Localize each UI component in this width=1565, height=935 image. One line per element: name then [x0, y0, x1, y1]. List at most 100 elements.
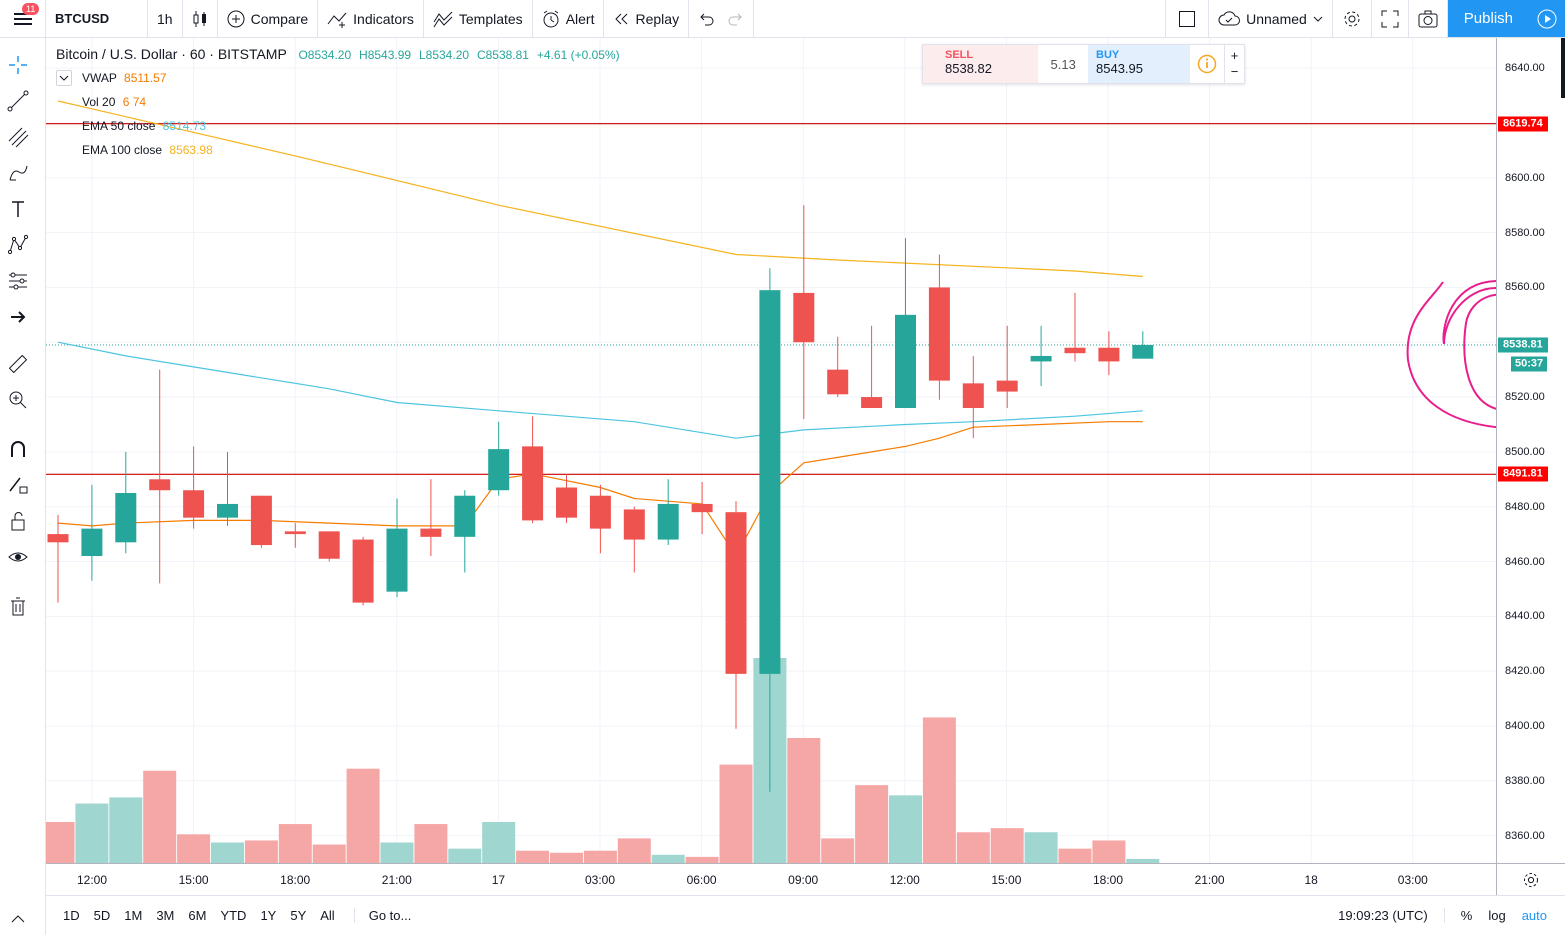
- price-axis[interactable]: 8640.008620.008600.008580.008560.008540.…: [1496, 38, 1565, 863]
- volume-bar: [1126, 858, 1160, 863]
- publish-button[interactable]: Publish: [1447, 0, 1529, 37]
- ruler-icon: [8, 354, 28, 374]
- multi-layout-button[interactable]: [1166, 0, 1210, 37]
- pencil-lock-icon: [9, 477, 28, 494]
- chevron-down-icon: [59, 75, 69, 81]
- price-tick-label: 8380.00: [1505, 774, 1545, 787]
- candle-body: [454, 495, 476, 537]
- range-5d[interactable]: 5D: [93, 908, 111, 923]
- chart-legend: Bitcoin / U.S. Dollar · 60 · BITSTAMP O8…: [56, 46, 620, 62]
- indicators-label: Indicators: [353, 10, 414, 27]
- play-button[interactable]: [1529, 0, 1565, 37]
- replay-button[interactable]: Replay: [604, 0, 690, 37]
- auto-scale-toggle[interactable]: auto: [1521, 908, 1547, 923]
- hide-drawings-tool[interactable]: [5, 544, 31, 570]
- cloud-icon: [1218, 10, 1241, 25]
- sell-label: SELL: [945, 49, 974, 61]
- time-axis[interactable]: 12:00 15:00 18:00 21:00 17 03:00 06:00 09:00 12:…: [46, 863, 1496, 895]
- drawing-toolbar: [0, 38, 46, 935]
- trade-info-button[interactable]: [1190, 45, 1224, 83]
- price-tick-label: 8360.00: [1505, 829, 1545, 842]
- range-ytd[interactable]: YTD: [220, 908, 247, 923]
- indicators-button[interactable]: Indicators: [318, 0, 424, 37]
- log-scale-toggle[interactable]: log: [1488, 908, 1506, 923]
- layout-menu-button[interactable]: Unnamed: [1209, 0, 1333, 37]
- range-1m[interactable]: 1M: [124, 908, 143, 923]
- range-all[interactable]: All: [320, 908, 335, 923]
- chart-type-button[interactable]: [183, 0, 218, 37]
- prediction-tool[interactable]: [5, 268, 31, 294]
- pattern-tool[interactable]: [5, 232, 31, 258]
- legend-low: L8534.20: [418, 48, 470, 62]
- magnet-tool[interactable]: [5, 436, 31, 462]
- time-tick-label: 09:00: [788, 873, 819, 887]
- trend-line-tool[interactable]: [5, 88, 31, 114]
- indicator-ema50[interactable]: EMA 50 close 8514.73: [82, 119, 206, 133]
- lock-drawings-tool[interactable]: [5, 508, 31, 534]
- fullscreen-button[interactable]: [1372, 0, 1409, 37]
- range-1y[interactable]: 1Y: [260, 908, 277, 923]
- fib-tool[interactable]: [5, 124, 31, 150]
- settings-button[interactable]: [1333, 0, 1372, 37]
- volume-bar: [990, 828, 1024, 863]
- legend-title: Bitcoin / U.S. Dollar · 60 · BITSTAMP: [56, 46, 287, 62]
- hide-toolbar-button[interactable]: [5, 906, 31, 932]
- legend-open: O8534.20: [298, 48, 352, 62]
- stay-in-drawing-tool[interactable]: [5, 472, 31, 498]
- volume-bar: [516, 850, 550, 863]
- crosshair-tool[interactable]: [5, 52, 31, 78]
- interval-button[interactable]: 1h: [148, 0, 183, 37]
- volume-bar: [685, 856, 719, 863]
- text-tool[interactable]: [5, 196, 31, 222]
- arrow-tool[interactable]: [5, 304, 31, 330]
- compare-button[interactable]: Compare: [218, 0, 319, 37]
- main-menu-button[interactable]: 11: [0, 0, 46, 37]
- hand-drawn-annotation[interactable]: [1406, 280, 1496, 428]
- legend-collapse-button[interactable]: [56, 70, 72, 86]
- range-6m[interactable]: 6M: [188, 908, 207, 923]
- price-axis-label: 50:37: [1511, 356, 1548, 372]
- volume-bar: [244, 840, 278, 863]
- range-3m[interactable]: 3M: [156, 908, 175, 923]
- volume-bar: [855, 785, 889, 863]
- redo-icon[interactable]: [728, 12, 744, 26]
- indicator-volume[interactable]: Vol 20 6 74: [82, 95, 146, 109]
- remove-drawings-tool[interactable]: [5, 593, 31, 619]
- go-to-date-button[interactable]: Go to...: [353, 908, 411, 923]
- undo-icon[interactable]: [698, 12, 714, 26]
- increase-button[interactable]: +: [1230, 48, 1239, 63]
- sell-button[interactable]: SELL 8538.82: [923, 45, 1039, 83]
- price-tick-label: 8600.00: [1505, 171, 1545, 184]
- symbol-search[interactable]: BTCUSD: [46, 0, 148, 37]
- alert-button[interactable]: Alert: [533, 0, 605, 37]
- price-chart[interactable]: [46, 38, 1496, 863]
- percent-scale-toggle[interactable]: %: [1460, 908, 1473, 923]
- top-toolbar: 11 BTCUSD 1h Compare Indicators Template…: [0, 0, 1565, 38]
- candle-body: [827, 369, 849, 395]
- expand-icon: [1381, 10, 1399, 27]
- right-edge-handle[interactable]: [1561, 38, 1565, 98]
- crosshair-icon: [9, 56, 27, 74]
- templates-button[interactable]: Templates: [424, 0, 533, 37]
- decrease-button[interactable]: −: [1230, 64, 1239, 79]
- square-icon: [1179, 10, 1196, 27]
- volume-bar: [109, 797, 143, 863]
- zoom-tool[interactable]: [5, 387, 31, 413]
- range-5y[interactable]: 5Y: [290, 908, 307, 923]
- indicator-vwap[interactable]: VWAP 8511.57: [82, 71, 167, 85]
- volume-bar: [719, 764, 753, 863]
- chart-pane[interactable]: [46, 38, 1496, 863]
- measure-tool[interactable]: [5, 351, 31, 377]
- candles-icon: [193, 10, 206, 27]
- snapshot-button[interactable]: [1409, 0, 1448, 37]
- buy-button[interactable]: BUY 8543.95: [1088, 45, 1191, 83]
- volume-bar: [312, 844, 346, 863]
- brush-tool[interactable]: [5, 160, 31, 186]
- indicator-ema100[interactable]: EMA 100 close 8563.98: [82, 143, 213, 157]
- volume-bar: [380, 842, 414, 863]
- indicator-name: Vol 20: [82, 95, 116, 109]
- annotation-circle[interactable]: [1406, 280, 1496, 428]
- range-1d[interactable]: 1D: [63, 908, 80, 923]
- utc-clock[interactable]: 19:09:23 (UTC): [1322, 908, 1445, 923]
- axis-settings-button[interactable]: [1496, 863, 1565, 895]
